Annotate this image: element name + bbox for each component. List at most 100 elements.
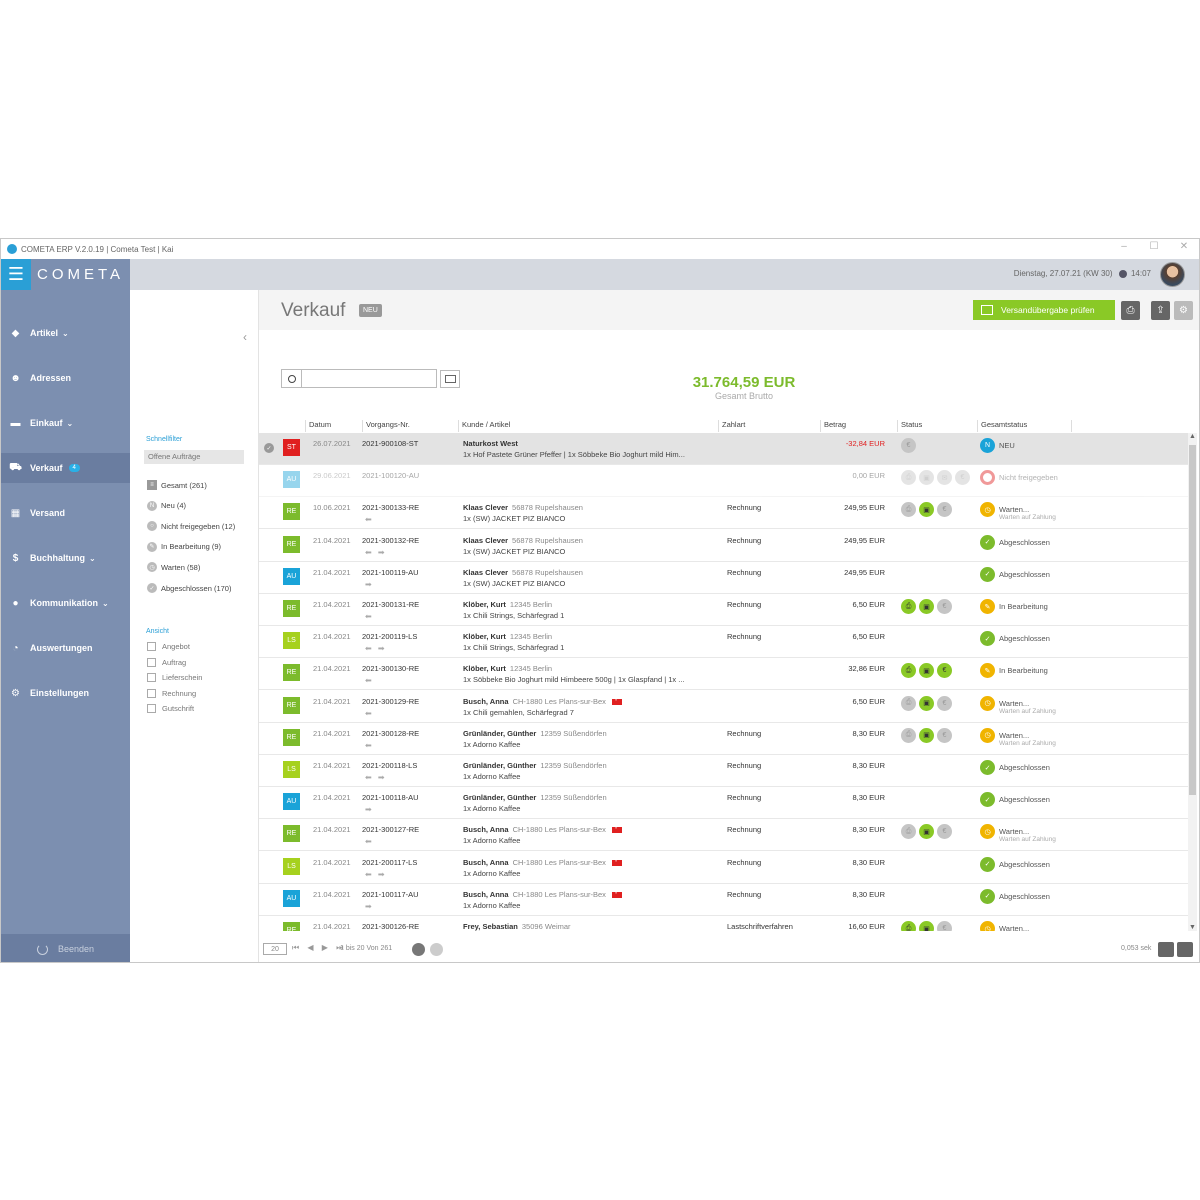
select-all-icon[interactable]	[412, 943, 425, 956]
checkbox-icon[interactable]	[147, 657, 156, 667]
sidebar-item-adressen[interactable]: ☻ Adressen	[1, 363, 130, 393]
table-row[interactable]: RE 21.04.2021 2021-300132-RE ⬅ ➡ Klaas Cleve…	[259, 530, 1189, 562]
search-icon[interactable]	[282, 370, 302, 387]
status-icon[interactable]: ▣	[919, 921, 934, 931]
sidebar-item-buchhaltung[interactable]: $ Buchhaltung ⌄	[1, 543, 130, 573]
close-button[interactable]: ✕	[1179, 241, 1189, 252]
folder-button[interactable]	[440, 370, 460, 388]
status-icon[interactable]: €	[937, 599, 952, 614]
status-icon[interactable]: ▣	[919, 727, 934, 743]
status-icon[interactable]: ⎙	[901, 663, 916, 679]
ansicht-checkbox[interactable]: Rechnung	[147, 688, 196, 698]
menu-icon[interactable]: ☰	[1, 259, 31, 290]
sidebar-item-einstellungen[interactable]: ⚙ Einstellungen	[1, 678, 130, 708]
print-button[interactable]: ⎙	[1121, 301, 1140, 320]
scroll-thumb[interactable]	[1189, 445, 1196, 795]
checkbox-icon[interactable]	[147, 704, 156, 713]
status-icon[interactable]: ⎙	[901, 921, 916, 931]
checkbox-icon[interactable]	[147, 642, 156, 651]
status-icon[interactable]: ▣	[919, 502, 934, 518]
col-vorgang[interactable]: Vorgangs-Nr.	[362, 420, 410, 432]
filter-item[interactable]: ✎ In Bearbeitung (9)	[147, 541, 221, 552]
status-icon[interactable]: €	[937, 502, 952, 518]
maximize-button[interactable]: ☐	[1149, 241, 1159, 252]
status-icon[interactable]: ⎙	[901, 824, 916, 840]
offene-auftraege-filter[interactable]: Offene Aufträge	[144, 450, 244, 464]
table-row[interactable]: RE 21.04.2021 2021-300129-RE ⬅ Busch, Anna CH…	[259, 691, 1189, 723]
col-status[interactable]: Status	[897, 420, 922, 432]
status-icon[interactable]: ⎙	[901, 599, 916, 614]
status-icon[interactable]: €	[937, 824, 952, 840]
table-row[interactable]: AU 21.04.2021 2021-100119-AU ➡ Klaas Clever 5…	[259, 562, 1189, 594]
filter-item[interactable]: ◷ Warten (58)	[147, 562, 200, 573]
status-icon[interactable]: ▣	[919, 695, 934, 711]
view-button[interactable]	[1158, 942, 1174, 957]
filter-item[interactable]: ✓ Abgeschlossen (170)	[147, 583, 231, 593]
filter-item[interactable]: ≡ Gesamt (261)	[147, 480, 207, 490]
scroll-down-icon[interactable]: ▼	[1189, 924, 1196, 931]
checkbox-icon[interactable]	[147, 673, 156, 682]
status-icon[interactable]: €	[937, 663, 952, 679]
selected-check-icon[interactable]: ✓	[264, 443, 274, 453]
ansicht-checkbox[interactable]: Auftrag	[147, 657, 186, 667]
user-avatar[interactable]	[1160, 262, 1185, 287]
status-icon[interactable]: ▣	[919, 599, 934, 614]
status-icon[interactable]: ▣	[919, 824, 934, 840]
status-icon[interactable]: €	[937, 727, 952, 743]
table-row[interactable]: AU 21.04.2021 2021-100117-AU ➡ Busch, Anna CH…	[259, 884, 1189, 916]
status-icon[interactable]: ⎙	[901, 470, 916, 486]
table-row[interactable]: LS 21.04.2021 2021-200118-LS ⬅ ➡ Grünländer,…	[259, 755, 1189, 787]
checkbox-icon[interactable]	[147, 688, 156, 698]
page-size-input[interactable]: 20	[263, 943, 287, 955]
table-row[interactable]: RE 21.04.2021 2021-300130-RE ⬅ Klöber, Kurt 1…	[259, 658, 1189, 691]
ansicht-checkbox[interactable]: Lieferschein	[147, 673, 202, 682]
settings-button[interactable]: ⚙	[1174, 301, 1193, 320]
deselect-icon[interactable]	[430, 943, 443, 956]
export-button[interactable]: ⇪	[1151, 301, 1170, 320]
table-row[interactable]: RE 21.04.2021 2021-300128-RE ⬅ Grünländer, G…	[259, 723, 1189, 755]
search-input[interactable]	[281, 369, 437, 388]
table-row[interactable]: AU 21.04.2021 2021-100118-AU ➡ Grünländer, G…	[259, 787, 1189, 820]
table-row[interactable]: AU 29.06.2021 2021-100120-AU 0,00 EUR ⎙ ▣ ✉ € Ni…	[259, 465, 1189, 498]
status-icon[interactable]: €	[937, 695, 952, 711]
col-datum[interactable]: Datum	[305, 420, 331, 432]
status-icon[interactable]: ✉	[937, 470, 952, 486]
status-icon[interactable]: €	[901, 438, 916, 453]
sidebar-item-einkauf[interactable]: ▬ Einkauf ⌄	[1, 408, 130, 438]
sidebar-item-versand[interactable]: ▦ Versand	[1, 498, 130, 528]
col-gesamtstatus[interactable]: Gesamtstatus	[977, 420, 1072, 432]
sidebar-item-kommunikation[interactable]: ● Kommunikation ⌄	[1, 588, 130, 618]
status-icon[interactable]: ▣	[919, 470, 934, 486]
versand-check-button[interactable]: Versandübergabe prüfen	[973, 300, 1115, 320]
table-row[interactable]: LS 21.04.2021 2021-200119-LS ⬅ ➡ Klöber, Kur…	[259, 626, 1189, 659]
col-zahlart[interactable]: Zahlart	[718, 420, 745, 432]
table-row[interactable]: ✓ ST 26.07.2021 2021-900108-ST Naturkost Wes…	[259, 433, 1189, 465]
ansicht-checkbox[interactable]: Angebot	[147, 642, 190, 651]
table-row[interactable]: LS 21.04.2021 2021-200117-LS ⬅ ➡ Busch, Anna…	[259, 852, 1189, 884]
scroll-up-icon[interactable]: ▲	[1189, 433, 1196, 440]
sidebar-item-auswertungen[interactable]: ◔ Auswertungen	[1, 633, 130, 663]
status-icon[interactable]: ⎙	[901, 502, 916, 518]
status-icon[interactable]: ⎙	[901, 695, 916, 711]
status-icon[interactable]: ⎙	[901, 727, 916, 743]
status-icon[interactable]: €	[937, 921, 952, 931]
col-kunde[interactable]: Kunde / Artikel	[458, 420, 510, 432]
table-row[interactable]: RE 21.04.2021 2021-300127-RE ⬅ Busch, Anna CH…	[259, 819, 1189, 852]
table-row[interactable]: RE 10.06.2021 2021-300133-RE ⬅ Klaas Clever 5…	[259, 497, 1189, 530]
collapse-chevron-icon[interactable]: ‹	[243, 330, 247, 344]
scrollbar[interactable]: ▲ ▼	[1188, 433, 1197, 931]
minimize-button[interactable]: –	[1121, 241, 1127, 252]
ansicht-checkbox[interactable]: Gutschrift	[147, 704, 194, 713]
delete-button[interactable]	[1177, 942, 1193, 957]
filter-item[interactable]: ○ Nicht freigegeben (12)	[147, 521, 235, 532]
col-betrag[interactable]: Betrag	[820, 420, 846, 432]
quit-button[interactable]: Beenden	[1, 934, 130, 962]
filter-item[interactable]: N Neu (4)	[147, 500, 186, 511]
status-icon[interactable]: ▣	[919, 663, 934, 679]
page-nav-buttons[interactable]: ⏮ ◀ ▶ ⏭	[292, 943, 347, 952]
sidebar-item-verkauf[interactable]: ⛟ Verkauf 4	[1, 453, 138, 483]
status-icon[interactable]: €	[955, 470, 970, 486]
sidebar-item-artikel[interactable]: ◆ Artikel ⌄	[1, 318, 130, 348]
table-row[interactable]: RE 21.04.2021 2021-300131-RE ⬅ Klöber, Kurt 1…	[259, 594, 1189, 626]
